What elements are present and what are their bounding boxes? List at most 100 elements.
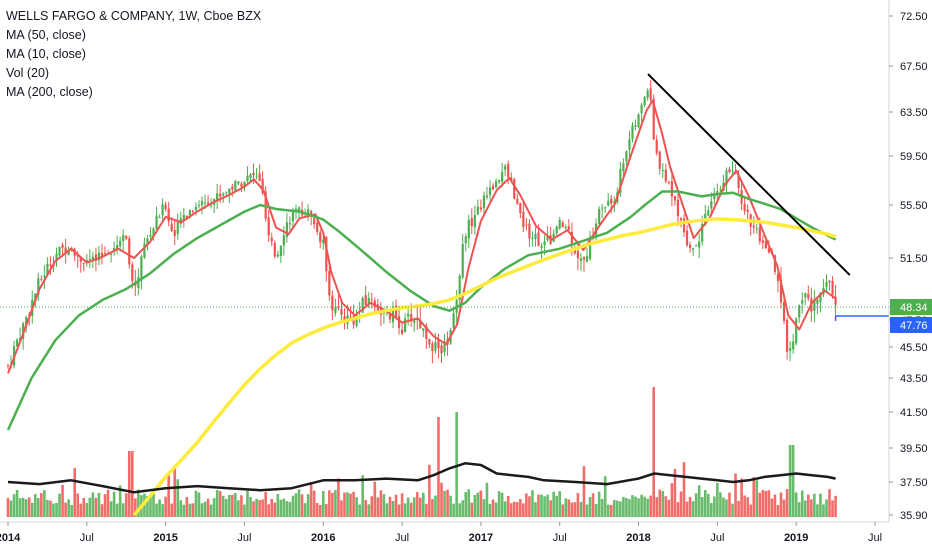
candle-body (813, 301, 816, 311)
candle-body (49, 264, 52, 266)
candle-body (310, 211, 313, 217)
trendline[interactable] (647, 73, 851, 276)
volume-bar (182, 504, 186, 517)
volume-bar (479, 490, 483, 517)
volume-bar (443, 490, 446, 517)
volume-bar (810, 499, 813, 517)
volume-bar (431, 499, 434, 517)
volume-bar (82, 497, 86, 517)
study-ma10-label[interactable]: MA (10, close) (6, 47, 86, 61)
volume-bar (773, 494, 777, 517)
candle-body (567, 226, 570, 230)
ma10-line[interactable] (7, 99, 837, 374)
candle-body (319, 232, 322, 243)
volume-bar (728, 492, 731, 517)
x-tick-label: Jul (868, 532, 882, 544)
volume-bar (455, 412, 458, 517)
candle-body (658, 151, 661, 169)
candle-body (149, 234, 152, 237)
candle-body (431, 343, 434, 352)
y-tick-label: 55.50 (900, 200, 928, 212)
y-tick-label: 67.50 (900, 61, 928, 73)
candle-body (473, 215, 476, 228)
volume-bar (688, 496, 692, 517)
x-tick-label: Jul (710, 532, 724, 544)
volume-bar (37, 497, 40, 517)
candle-body (834, 296, 837, 305)
candle-body (140, 256, 143, 279)
candle-body (819, 292, 822, 303)
candle-body (200, 200, 204, 206)
volume-bar (418, 497, 422, 517)
candle-body (679, 218, 683, 221)
volume-bar (152, 490, 155, 517)
candle-body (582, 257, 586, 260)
volume-bar (155, 503, 158, 517)
volume-bar (400, 493, 404, 517)
candle-body (695, 245, 698, 247)
candle-body (240, 183, 243, 187)
candle-body (598, 209, 601, 225)
volume-bar (334, 490, 337, 517)
candle-body (255, 175, 258, 177)
volume-bar (388, 496, 392, 517)
candle-body (776, 274, 780, 281)
candle-body (761, 240, 764, 243)
candle-body (610, 198, 613, 204)
volume-bar (267, 504, 271, 517)
candle-body (237, 181, 240, 184)
candle-body (519, 202, 522, 214)
candle-body (258, 173, 261, 182)
volume-bar (425, 503, 428, 517)
volume-ma-line[interactable] (7, 462, 836, 494)
volume-bar (543, 496, 546, 517)
volume-bar (227, 495, 231, 517)
candle-body (294, 208, 298, 211)
candle-body (531, 238, 534, 240)
candle-body (464, 236, 467, 244)
volume-bar (379, 490, 383, 517)
candle-body (15, 339, 19, 347)
volume-bar (706, 493, 710, 517)
volume-bar (315, 503, 319, 517)
ma200-line[interactable] (132, 217, 837, 517)
volume-bar (312, 490, 316, 517)
volume-bar (667, 499, 671, 517)
volume-bar (18, 498, 22, 517)
volume-bar (52, 503, 55, 517)
candles (6, 79, 837, 369)
volume-bar (340, 500, 343, 517)
candle-body (164, 204, 167, 210)
ma50-line[interactable] (6, 190, 837, 431)
volume-bar (652, 387, 656, 517)
study-vol-label[interactable]: Vol (20) (6, 66, 50, 80)
volume-bar (679, 491, 683, 517)
symbol-title[interactable]: WELLS FARGO & COMPANY, 1W, Cboe BZX (6, 9, 262, 23)
candle-body (137, 277, 140, 289)
x-tick-label: Jul (553, 532, 567, 544)
candle-body (543, 241, 546, 246)
candle-body (243, 181, 246, 187)
volume-bar (185, 497, 189, 517)
volume-bar (88, 497, 92, 517)
candle-body (497, 180, 501, 183)
study-ma200-label[interactable]: MA (200, close) (6, 85, 93, 99)
volume-bar (522, 503, 525, 517)
volume-bar (118, 485, 122, 517)
candle-body (276, 254, 279, 257)
candle-body (655, 139, 658, 154)
candle-body (216, 193, 219, 201)
volume-bar (422, 492, 425, 517)
volume-bar (637, 498, 640, 517)
volume-bar (134, 498, 137, 517)
candle-body (607, 200, 610, 206)
candle-body (125, 235, 128, 239)
volume-bar (767, 490, 771, 517)
volume-bar (534, 502, 537, 517)
candle-body (807, 293, 810, 299)
volume-bar (294, 493, 298, 517)
volume-bar (449, 495, 452, 517)
study-ma50-label[interactable]: MA (50, close) (6, 28, 86, 42)
volume-bar (127, 451, 131, 517)
